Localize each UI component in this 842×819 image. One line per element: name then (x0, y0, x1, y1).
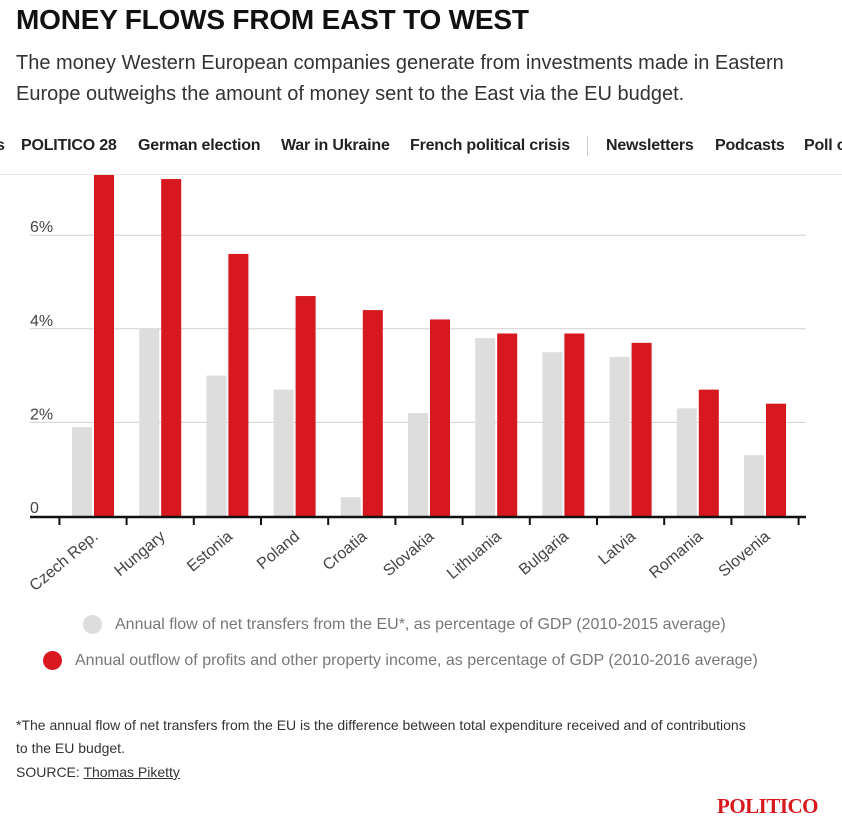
x-tick-label: Lithuania (444, 528, 505, 583)
source-label: SOURCE: (16, 764, 84, 780)
y-tick-label: 4% (30, 313, 53, 330)
bar-profit-outflow (497, 333, 518, 516)
bar-eu-transfers (139, 328, 160, 516)
politico-logo: POLITICO (717, 794, 819, 818)
bar-eu-transfers (744, 455, 764, 516)
footnote: *The annual flow of net transfers from t… (16, 717, 746, 756)
nav-item-podcasts[interactable]: Podcasts (715, 137, 785, 154)
x-tick-label: Czech Rep. (27, 528, 102, 595)
bar-profit-outflow (631, 342, 652, 516)
nav-item-german-election[interactable]: German election (138, 137, 261, 154)
legend-label-eu-transfers: Annual flow of net transfers from the EU… (115, 616, 726, 633)
nav-item-partial-left[interactable]: s (0, 137, 5, 155)
bar-eu-transfers (542, 352, 563, 516)
source-link[interactable]: Thomas Piketty (83, 764, 180, 780)
nav-item-war-in-ukraine[interactable]: War in Ukraine (281, 137, 390, 154)
chart-subtitle: The money Western European companies gen… (16, 52, 784, 105)
x-tick-label: Romania (646, 528, 706, 582)
y-tick-label: 2% (30, 406, 53, 423)
bar-profit-outflow (766, 403, 786, 516)
y-tick-label: 0 (30, 500, 39, 517)
nav-divider (587, 136, 588, 156)
bar-eu-transfers (273, 389, 294, 516)
bar-profit-outflow (94, 174, 114, 517)
bar-profit-outflow (228, 253, 249, 517)
x-tick-label: Bulgaria (516, 528, 572, 579)
bar-profit-outflow (564, 333, 585, 516)
bar-eu-transfers (676, 408, 697, 516)
nav-item-french-political-crisis[interactable]: French political crisis (410, 137, 570, 154)
x-tick-label: Hungary (112, 528, 169, 580)
y-tick-label: 6% (30, 219, 53, 236)
x-tick-label: Slovenia (716, 528, 774, 581)
legend-label-profit-outflow: Annual outflow of profits and other prop… (75, 652, 758, 669)
x-tick-label: Estonia (184, 528, 236, 575)
x-tick-label: Poland (254, 528, 303, 573)
bar-profit-outflow (295, 296, 316, 516)
bar-eu-transfers (340, 497, 361, 516)
x-tick-label: Slovakia (380, 528, 437, 580)
nav-item-politico-28[interactable]: POLITICO 28 (21, 137, 117, 154)
chart-title: MONEY FLOWS FROM EAST TO WEST (16, 4, 529, 35)
bar-profit-outflow (698, 389, 719, 516)
source-line: SOURCE: Thomas Piketty (16, 761, 180, 783)
nav-item-poll-partial[interactable]: Poll o (804, 137, 842, 154)
x-tick-label: Croatia (320, 528, 371, 574)
x-tick-label: Latvia (596, 528, 640, 569)
nav-item-newsletters[interactable]: Newsletters (606, 137, 694, 154)
bar-eu-transfers (206, 375, 227, 516)
bar-profit-outflow (430, 319, 450, 516)
site-navigation-bar: s POLITICO 28 German election War in Ukr… (0, 128, 842, 175)
bar-eu-transfers (475, 338, 496, 516)
legend-swatch-grey (83, 615, 102, 634)
bar-eu-transfers (408, 413, 428, 516)
bar-profit-outflow (362, 310, 383, 516)
bar-profit-outflow (161, 179, 182, 517)
bar-eu-transfers (609, 356, 630, 516)
bar-eu-transfers (72, 427, 92, 516)
legend-swatch-red (43, 651, 62, 670)
